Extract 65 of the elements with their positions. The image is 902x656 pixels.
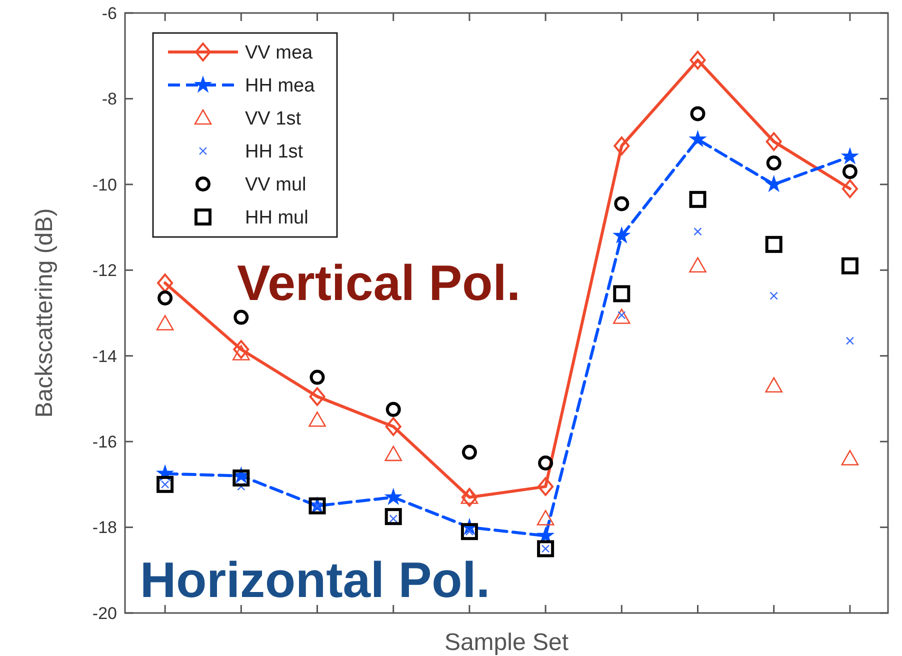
point [690,50,706,70]
y-tick-label: -6 [102,4,117,23]
point [613,308,630,324]
y-tick-label: -12 [92,261,117,280]
point [846,336,854,345]
point [689,190,706,208]
y-tick-label: -10 [92,175,117,194]
annotation: Horizontal Pol. [140,552,490,608]
point [461,488,478,507]
point [384,508,402,526]
point [386,402,401,417]
point [232,470,250,486]
point [766,132,782,151]
point [232,345,250,360]
point [156,315,174,330]
point [536,510,554,526]
point [384,446,402,462]
point [308,411,326,427]
point [614,136,630,156]
legend-label: HH mea [245,76,316,97]
point [614,227,630,243]
y-axis-title: Backscattering (dB) [31,208,58,418]
point [613,285,630,302]
legend-label: VV 1st [245,108,302,130]
point [233,340,250,359]
point [841,450,859,466]
point [385,488,402,504]
point [765,377,782,393]
y-tick-label: -8 [102,90,117,109]
point [538,456,554,470]
point [538,477,554,496]
y-tick-label: -20 [92,604,117,623]
point [614,196,630,212]
point [309,387,326,406]
point [842,164,858,180]
point [770,292,778,300]
point [694,227,702,236]
point [158,290,173,306]
point [462,444,477,460]
point [842,179,858,198]
point [234,310,249,325]
legend-label: HH 1st [245,142,304,163]
point [156,476,174,493]
point [537,540,554,558]
point [460,523,478,540]
point [841,257,858,274]
point [690,106,706,122]
point [157,274,174,292]
point [766,156,782,170]
point [237,482,246,491]
x-axis-title: Sample Set [444,629,569,656]
y-tick-label: -16 [92,432,117,452]
point [765,236,782,253]
legend-label: VV mul [245,174,306,196]
point [690,131,706,146]
y-tick-label: -14 [92,346,117,366]
legend-label: HH mul [245,208,308,229]
point [310,370,325,385]
point [385,417,402,436]
legend-label: VV mea [245,42,314,64]
point [766,176,782,192]
point [689,257,706,273]
y-tick-label: -18 [92,518,117,538]
point [842,148,858,164]
annotation: Vertical Pol. [237,255,520,311]
